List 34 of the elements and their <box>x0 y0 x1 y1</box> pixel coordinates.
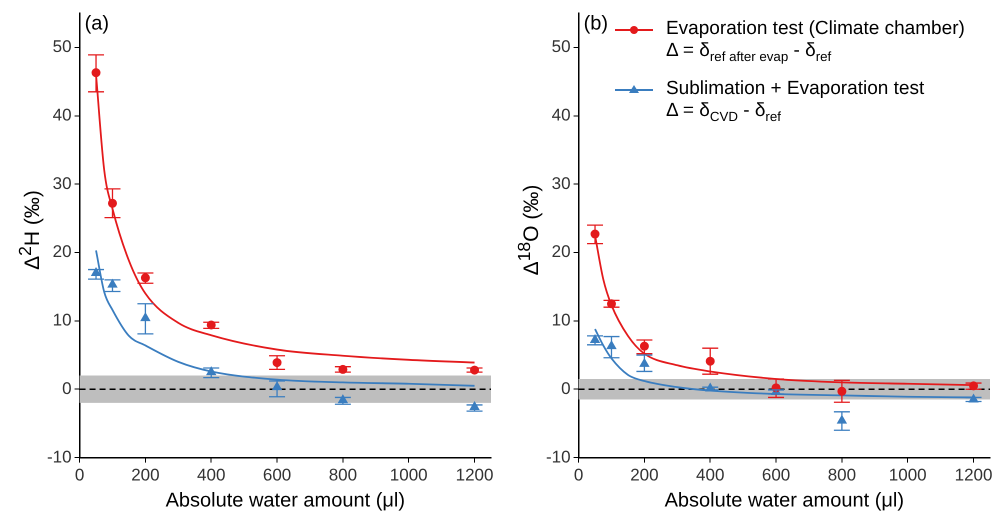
x-tick-label: 600 <box>262 465 292 484</box>
annotation: (b) <box>584 12 608 35</box>
x-tick-label: 0 <box>74 465 84 484</box>
y-tick-label: 0 <box>561 378 571 398</box>
y-tick-label: 30 <box>52 174 72 193</box>
x-axis-title: Absolute water amount (μl) <box>664 490 904 512</box>
annotation: (a) <box>84 12 110 35</box>
y-tick-label: -10 <box>546 447 571 466</box>
x-tick-label: 200 <box>630 465 659 484</box>
y-tick-label: 20 <box>52 242 72 262</box>
y-tick-label: 10 <box>52 310 72 330</box>
legend-label: Evaporation test (Climate chamber) Δ = δ$_{ref after evap}$ - δ$_{ref}$ <box>666 18 965 64</box>
x-axis-title: Absolute water amount (μl) <box>166 490 405 512</box>
x-tick-label: 400 <box>696 465 724 484</box>
x-tick-label: 1000 <box>888 465 927 484</box>
y-tick-label: 50 <box>552 37 571 56</box>
x-tick-label: 800 <box>828 465 856 484</box>
y-tick-label: 0 <box>62 378 72 398</box>
legend-label: Sublimation + Evaporation test Δ = δ$_{CVD}$ - δ$_{ref}$ <box>666 78 924 124</box>
x-tick-label: 1200 <box>456 465 494 484</box>
x-tick-label: 200 <box>131 465 160 484</box>
y-tick-label: 30 <box>552 174 571 193</box>
x-tick-label: 1000 <box>390 465 428 484</box>
y-tick-label: 40 <box>552 105 571 124</box>
y-tick-label: 50 <box>52 37 72 56</box>
x-tick-label: 800 <box>328 465 358 484</box>
x-tick-label: 600 <box>762 465 790 484</box>
x-tick-label: 1200 <box>954 465 992 484</box>
y-tick-label: 10 <box>552 310 571 330</box>
y-tick-label: -10 <box>46 447 72 466</box>
y-tick-label: 40 <box>52 105 72 124</box>
x-tick-label: 0 <box>574 465 584 484</box>
y-tick-label: 20 <box>552 242 571 262</box>
x-tick-label: 400 <box>197 465 226 484</box>
